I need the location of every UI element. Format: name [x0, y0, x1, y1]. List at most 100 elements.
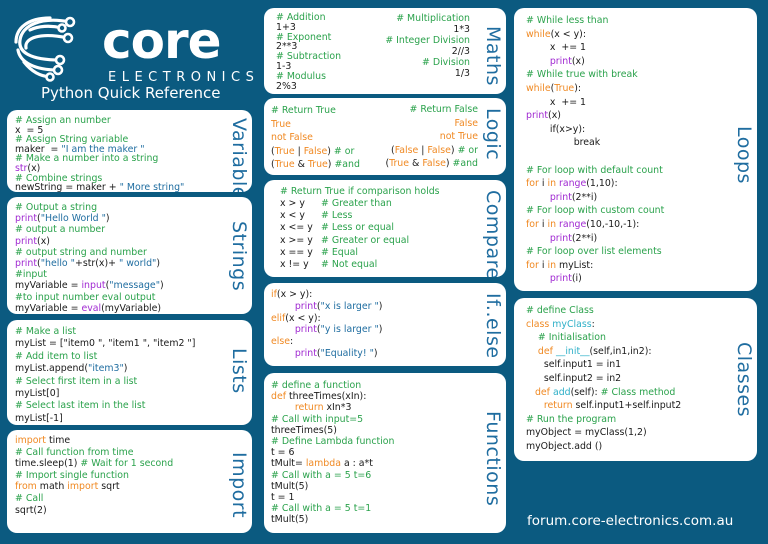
code-line: # Call with a = 5 t=1	[271, 503, 372, 515]
code-ifelse: if(x > y): print("x is larger ") elif(x <…	[271, 289, 382, 360]
code-line: # Select last item in the list	[15, 400, 146, 412]
section-label-maths: Maths	[482, 26, 504, 86]
code-line: False	[454, 117, 478, 129]
code-line: # For loop over list elements	[526, 246, 662, 258]
code-line: print("x is larger ")	[294, 300, 383, 312]
code-line: threeTimes(5)	[271, 424, 337, 436]
code-line: # Division	[422, 57, 470, 68]
code-line: # Addition	[276, 12, 326, 23]
code-line: while(x < y):	[526, 28, 586, 40]
panel-strings: # Output a string print("Hello World ") # …	[7, 197, 252, 314]
core-electronics-logo: core ELECTRONICS	[10, 8, 254, 85]
compare-operator: x != y	[280, 258, 309, 270]
code-line: if(x > y):	[271, 289, 313, 300]
compare-comment: # Greater than	[321, 198, 392, 209]
code-line: 1-3	[276, 60, 292, 72]
code-line: def __init__(self,in1,in2):	[537, 345, 652, 357]
code-line: t = 6	[271, 447, 295, 459]
code-line: print(2**i)	[549, 191, 598, 203]
code-line: print("y is larger ")	[294, 324, 383, 336]
code-line: from math import sqrt	[15, 481, 120, 493]
code-line: # Make a number into a string	[15, 153, 159, 165]
code-line: print(i)	[549, 273, 582, 285]
section-label-ifelse: If..else	[482, 293, 504, 359]
panel-classes: # define Class class myClass: # Initialis…	[514, 298, 757, 461]
code-line: print(x)	[526, 110, 561, 122]
code-line: # Call with a = 5 t=6	[271, 469, 372, 481]
code-line	[526, 150, 664, 164]
code-line: # Define Lambda function	[271, 435, 395, 447]
compare-operator: x <= y	[280, 222, 313, 234]
compare-comment: # Equal	[321, 246, 359, 258]
code-line: not True	[439, 131, 478, 143]
code-maths-right: # Multiplication 1*3 # Integer Division 2//…	[385, 13, 470, 79]
code-line: # Call	[15, 492, 44, 504]
brand-subtitle: ELECTRONICS	[108, 70, 260, 85]
section-label-loops: Loops	[733, 126, 755, 184]
panel-maths: # Addition 1+3 # Exponent 2**3 # Subtraction…	[264, 8, 506, 94]
code-line: def threeTimes(xIn):	[271, 391, 367, 403]
code-line: print("Hello World ")	[15, 213, 110, 225]
code-line: 2//3	[451, 46, 470, 57]
code-line: return xIn*3	[294, 402, 352, 414]
code-line: (True | False) # or	[271, 145, 355, 157]
code-line: # While less than	[526, 15, 609, 26]
code-line: x += 1	[549, 96, 587, 108]
compare-operator: x > y	[280, 198, 305, 209]
code-line: # Return True	[271, 105, 336, 116]
code-line: (True & True) #and	[271, 159, 360, 171]
code-line: myVariable = eval(myVariable)	[15, 302, 162, 314]
code-import: import time # Call function from time time…	[15, 435, 173, 516]
code-line: myObject = myClass(1,2)	[526, 427, 647, 439]
code-line: # Assign an number	[15, 115, 111, 126]
code-line: # Make a list	[15, 326, 77, 337]
code-line: print("Equality! ")	[294, 347, 378, 359]
code-lists: # Make a list myList = ["item0 ", "item1 …	[15, 326, 195, 425]
code-line: # define Class	[526, 305, 594, 316]
code-line: else:	[271, 336, 294, 348]
compare-comment: # Not equal	[321, 258, 378, 270]
compare-row: x != y # Not equal	[280, 259, 409, 271]
code-line: # For loop with default count	[526, 164, 663, 176]
compare-operator: x < y	[280, 210, 305, 222]
section-label-classes: Classes	[733, 342, 755, 418]
code-line: for i in range(1,10):	[526, 178, 618, 190]
code-strings: # Output a string print("Hello World ") # …	[15, 202, 164, 314]
code-line: print(2**i)	[549, 232, 598, 244]
section-label-import: Import	[228, 452, 250, 519]
code-maths-left: # Addition 1+3 # Exponent 2**3 # Subtraction…	[276, 13, 341, 91]
compare-row: x > y # Greater than	[280, 198, 409, 210]
code-line: # Run the program	[526, 413, 617, 425]
code-line: myVariable = input("message")	[15, 280, 164, 292]
forum-link[interactable]: forum.core-electronics.com.au	[527, 513, 734, 529]
code-line: 1/3	[454, 68, 470, 79]
code-line: # Add item to list	[15, 350, 98, 362]
brand-wordmark: core	[102, 12, 222, 70]
code-line: # Combine strings	[15, 172, 103, 184]
panel-import: import time # Call function from time time…	[7, 430, 252, 533]
code-line: True	[271, 118, 291, 130]
code-line: newString = maker + " More string"	[15, 182, 185, 192]
code-line: # Subtraction	[276, 51, 342, 63]
code-line: # define a function	[271, 380, 362, 391]
compare-row: x < y # Less	[280, 210, 409, 222]
code-line: x = 5	[15, 124, 44, 136]
code-line: # Return False	[409, 104, 478, 115]
code-functions: # define a function def threeTimes(xIn): …	[271, 380, 394, 525]
code-line: # Integer Division	[385, 35, 470, 46]
code-line: # Output a string	[15, 202, 98, 213]
compare-operator: x == y	[280, 246, 313, 258]
section-label-functions: Functions	[482, 411, 504, 507]
compare-header: # Return True if comparison holds	[280, 186, 440, 197]
code-line: myList.append("item3")	[15, 363, 128, 375]
code-line: tMult(5)	[271, 514, 309, 526]
code-line: # output string and number	[15, 246, 147, 258]
compare-row: x <= y # Less or equal	[280, 222, 409, 234]
code-line: print(x)	[15, 235, 50, 247]
code-line: break	[573, 137, 601, 149]
code-line: tMult= lambda a : a*t	[271, 458, 373, 470]
code-line: 2%3	[276, 80, 297, 92]
code-line: # Select first item in a list	[15, 375, 138, 387]
panel-logic: # Return True True not False (True | False)…	[264, 98, 506, 175]
panel-ifelse: if(x > y): print("x is larger ") elif(x <…	[264, 283, 506, 366]
